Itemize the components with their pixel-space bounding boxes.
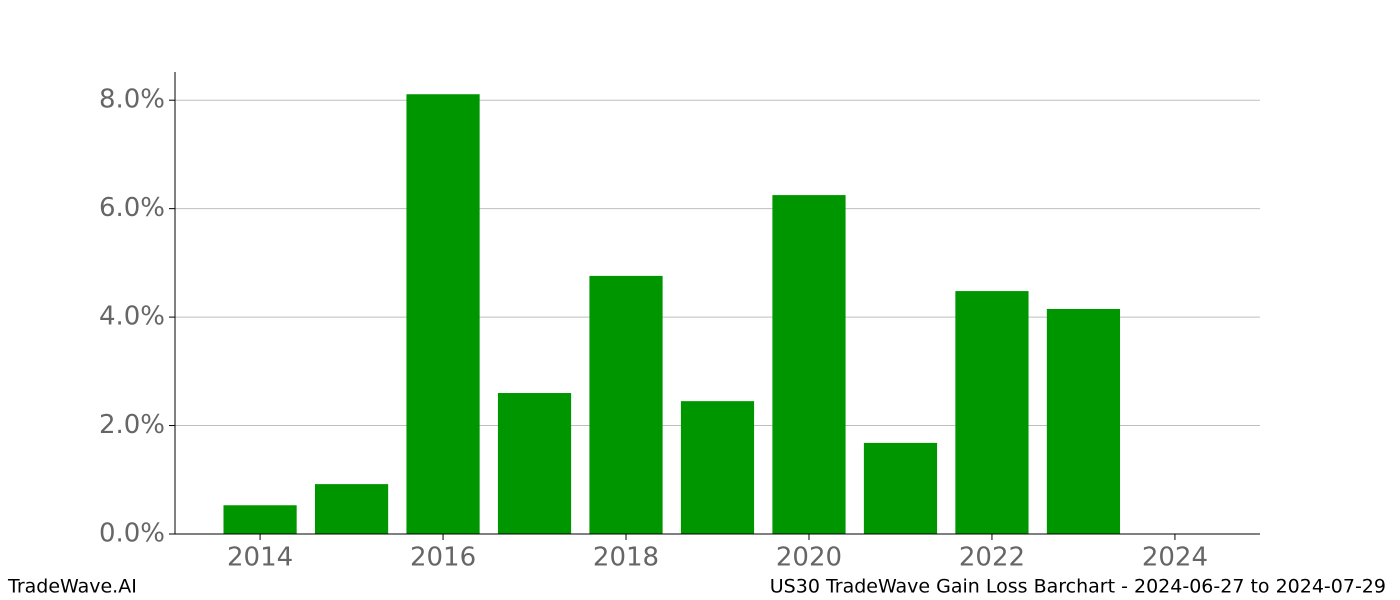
y-tick-label: 2.0%	[99, 410, 165, 440]
x-tick-label: 2022	[959, 543, 1025, 573]
bar	[406, 94, 480, 534]
bar	[955, 291, 1029, 534]
bar	[1046, 308, 1121, 534]
x-tick-label: 2014	[227, 543, 293, 573]
bar	[497, 393, 572, 534]
bar	[223, 505, 297, 534]
bar	[863, 442, 938, 534]
watermark: TradeWave.AI	[7, 576, 137, 598]
y-tick-label: 4.0%	[99, 302, 165, 332]
bar	[589, 275, 663, 534]
y-tick-label: 8.0%	[99, 85, 165, 115]
bar	[680, 401, 755, 534]
y-tick-label: 0.0%	[99, 519, 165, 549]
x-tick-label: 2020	[776, 543, 842, 573]
x-tick-label: 2018	[593, 543, 659, 573]
x-tick-label: 2016	[410, 543, 476, 573]
y-tick-label: 6.0%	[99, 193, 165, 223]
bar	[772, 195, 846, 534]
bar	[314, 484, 389, 534]
x-tick-label: 2024	[1142, 543, 1208, 573]
chart-title: US30 TradeWave Gain Loss Barchart - 2024…	[770, 576, 1386, 598]
